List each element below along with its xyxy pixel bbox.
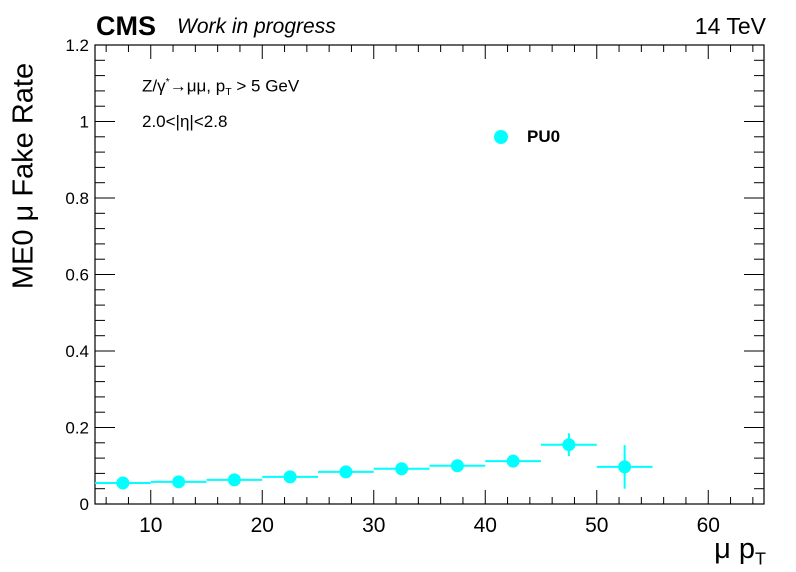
data-point xyxy=(506,454,520,468)
y-tick-label: 0 xyxy=(80,495,89,514)
y-tick-label: 0.4 xyxy=(65,342,89,361)
energy-label: 14 TeV xyxy=(694,13,766,39)
legend-marker-pu0 xyxy=(494,130,508,144)
cms-logo-text: CMS xyxy=(96,11,156,41)
y-tick-label: 1 xyxy=(80,113,89,132)
legend: PU0 xyxy=(494,127,560,147)
x-tick-label: 20 xyxy=(251,514,274,537)
y-tick-label: 0.8 xyxy=(65,189,89,208)
process-prefix: Z/γ xyxy=(142,76,166,96)
y-tick-label: 0.2 xyxy=(65,419,89,438)
data-series xyxy=(95,433,653,490)
axis-tick-labels: 10 20 30 40 50 60 0 0.2 0.4 0.6 0.8 1 1.2 xyxy=(65,36,720,537)
process-annotation: Z/γ*→μμ, pT > 5 GeV xyxy=(142,76,299,98)
data-point xyxy=(116,476,130,490)
data-point xyxy=(450,459,464,473)
work-in-progress-text: Work in progress xyxy=(177,15,336,38)
x-axis-title-subscript: T xyxy=(755,548,766,569)
process-subscript: T xyxy=(225,86,232,98)
axis-ticks xyxy=(95,44,764,505)
data-point xyxy=(227,473,241,487)
data-point xyxy=(618,460,632,474)
data-point xyxy=(562,438,576,452)
data-point xyxy=(172,475,186,489)
data-point xyxy=(283,470,297,484)
y-tick-label: 0.6 xyxy=(65,266,89,285)
data-point xyxy=(339,465,353,479)
y-axis-title: ME0 μ Fake Rate xyxy=(7,62,40,290)
y-tick-label: 1.2 xyxy=(65,36,89,55)
process-superscript: * xyxy=(165,76,170,88)
process-cut: > 5 GeV xyxy=(231,76,300,96)
eta-range-annotation: 2.0<|η|<2.8 xyxy=(142,112,228,131)
legend-label-pu0: PU0 xyxy=(527,127,561,146)
x-tick-label: 40 xyxy=(474,514,497,537)
x-tick-label: 50 xyxy=(585,514,608,537)
data-point xyxy=(395,462,409,476)
x-tick-label: 10 xyxy=(139,514,162,537)
process-decay: →μμ, p xyxy=(169,76,226,96)
x-axis-title-main: μ p xyxy=(714,533,756,565)
x-tick-label: 60 xyxy=(697,514,720,537)
x-tick-label: 30 xyxy=(362,514,385,537)
x-axis-title: μ pT xyxy=(714,533,766,569)
